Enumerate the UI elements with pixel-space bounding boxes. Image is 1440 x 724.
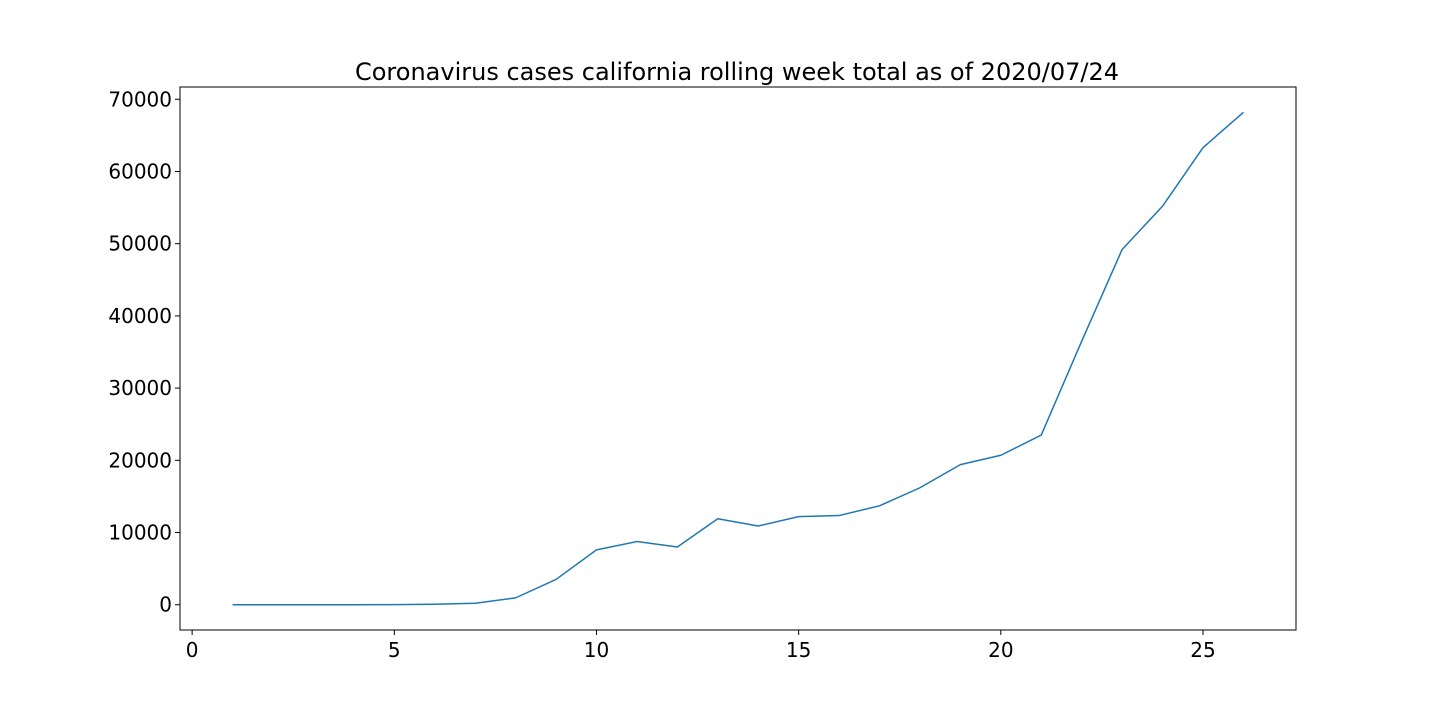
x-tick-label: 10 bbox=[584, 638, 609, 662]
series-line bbox=[233, 112, 1244, 604]
y-tick-label: 30000 bbox=[108, 376, 172, 400]
x-tick-label: 5 bbox=[388, 638, 401, 662]
y-tick-label: 60000 bbox=[108, 159, 172, 183]
y-tick-label: 0 bbox=[159, 593, 172, 617]
x-tick-label: 0 bbox=[186, 638, 199, 662]
y-tick-label: 40000 bbox=[108, 304, 172, 328]
plot-area-frame bbox=[180, 87, 1296, 630]
y-tick-label: 20000 bbox=[108, 448, 172, 472]
y-axis: 0 10000 20000 30000 40000 50000 60000 70000 bbox=[108, 87, 180, 616]
y-tick-label: 70000 bbox=[108, 87, 172, 111]
x-tick-label: 20 bbox=[988, 638, 1013, 662]
y-tick-label: 50000 bbox=[108, 232, 172, 256]
x-tick-label: 15 bbox=[786, 638, 811, 662]
x-axis: 0 5 10 15 20 25 bbox=[186, 630, 1216, 662]
series-layer bbox=[233, 112, 1244, 604]
y-tick-label: 10000 bbox=[108, 521, 172, 545]
x-tick-label: 25 bbox=[1190, 638, 1215, 662]
chart-title: Coronavirus cases california rolling wee… bbox=[355, 58, 1119, 86]
